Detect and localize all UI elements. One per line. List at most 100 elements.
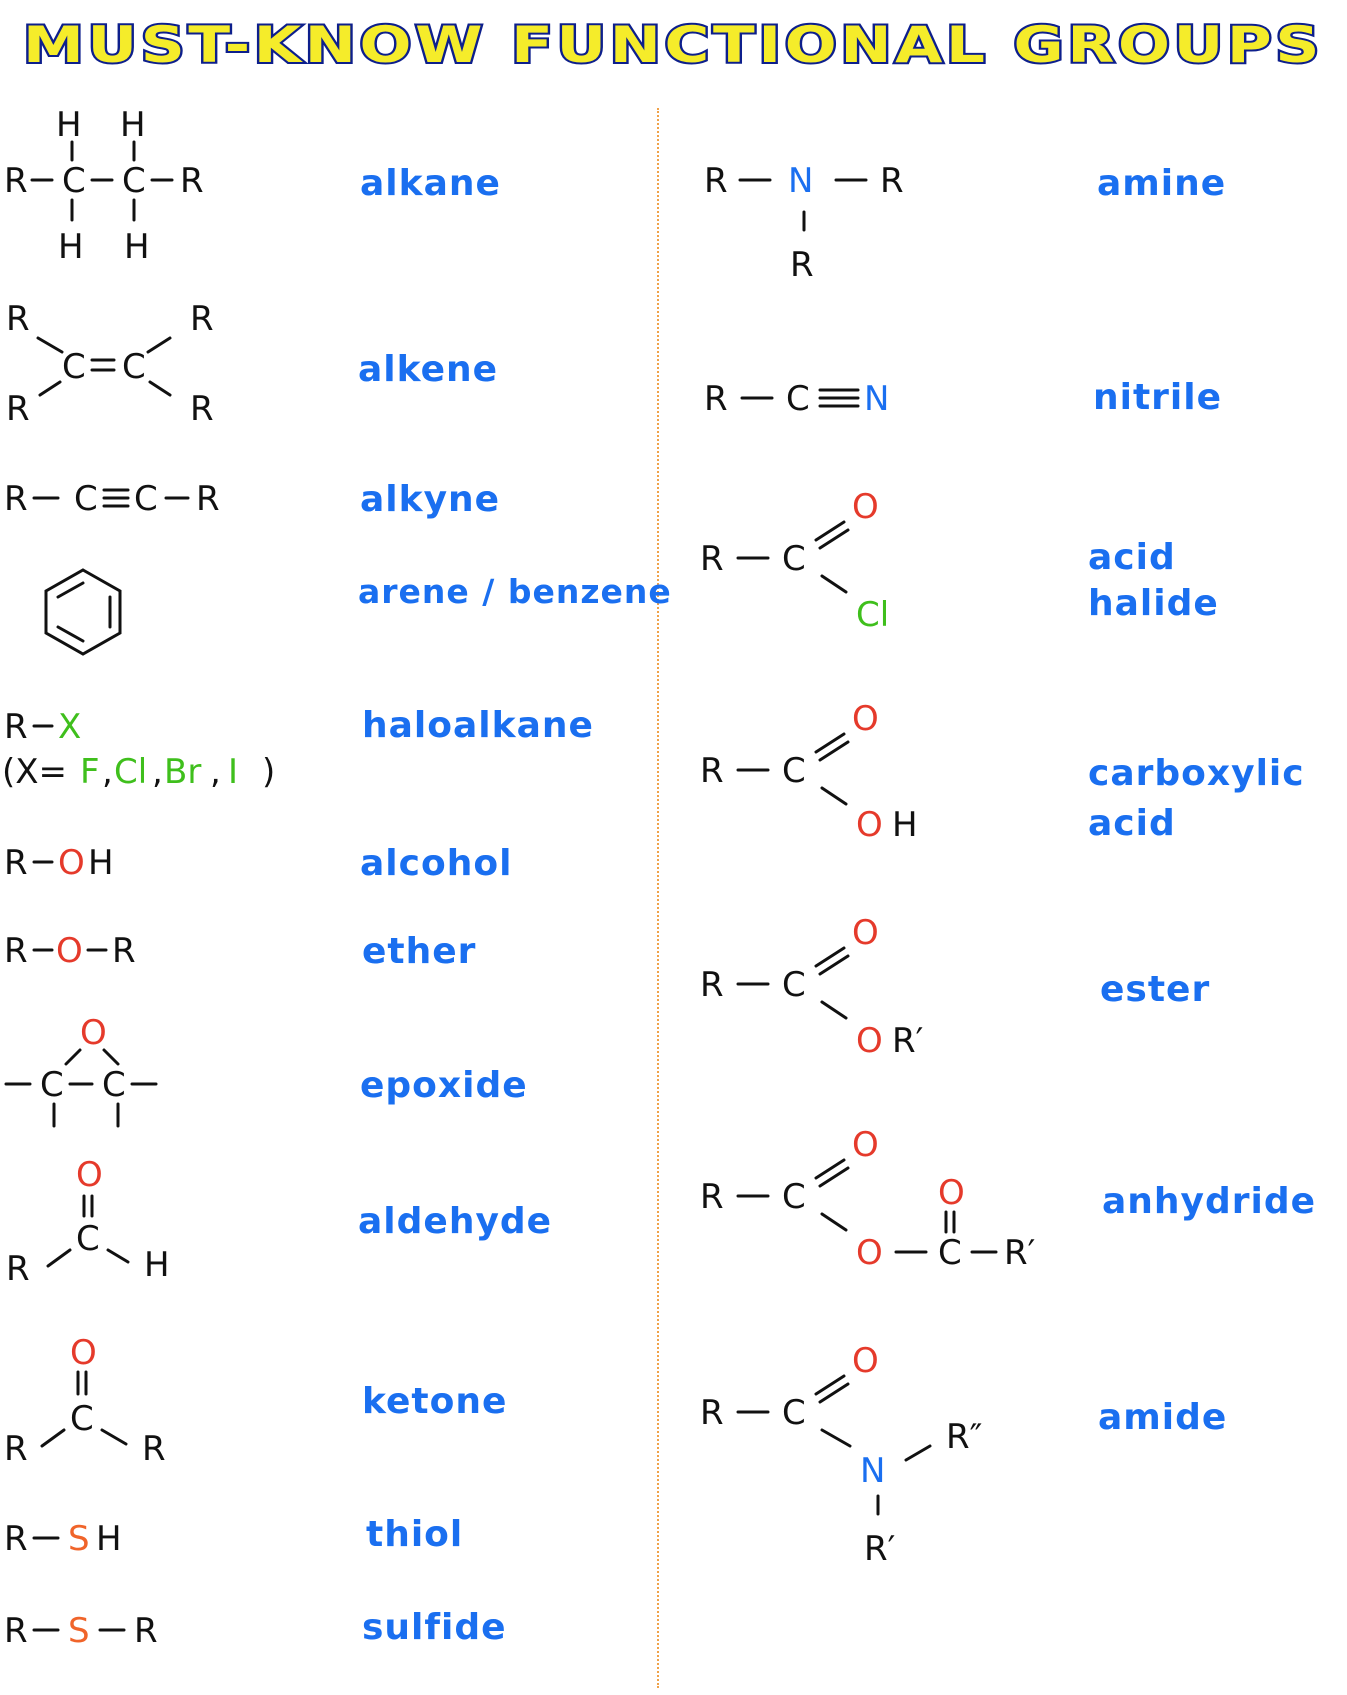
label-alkene: alkene [358, 349, 499, 390]
aldehyde-structure: O C R H [6, 1155, 170, 1289]
svg-text:O: O [856, 1021, 883, 1061]
label-sulfide: sulfide [362, 1607, 507, 1648]
svg-text:R: R [180, 161, 204, 201]
svg-text:F: F [80, 752, 100, 792]
svg-text:C: C [122, 161, 146, 201]
svg-text:R: R [700, 965, 724, 1005]
label-carboxylic-1: carboxylic [1088, 753, 1305, 794]
svg-text:C: C [782, 1393, 806, 1433]
label-amide: amide [1098, 1397, 1228, 1438]
svg-text:R: R [190, 389, 214, 429]
svg-text:C: C [62, 161, 86, 201]
svg-text:O: O [938, 1173, 965, 1213]
svg-text:O: O [76, 1155, 103, 1195]
svg-text:I: I [228, 752, 238, 792]
svg-text:C: C [74, 479, 98, 519]
svg-text:R: R [4, 931, 28, 971]
ether-structure: R O R [4, 931, 136, 971]
svg-text:R: R [880, 161, 904, 201]
svg-text:R: R [4, 479, 28, 519]
svg-text:N: N [860, 1451, 885, 1491]
svg-text:R: R [700, 1177, 724, 1217]
svg-text:R: R [134, 1611, 158, 1651]
svg-text:R′: R′ [1004, 1233, 1035, 1273]
anhydride-structure: R C O O C O R′ [700, 1125, 1035, 1273]
label-ketone: ketone [362, 1381, 508, 1422]
svg-text:R: R [6, 389, 30, 429]
svg-text:R: R [142, 1429, 166, 1469]
acid-halide-structure: R C O Cl [700, 487, 889, 635]
svg-text:R: R [190, 299, 214, 339]
svg-text:R: R [196, 479, 220, 519]
label-alcohol: alcohol [360, 843, 513, 884]
label-ester: ester [1100, 969, 1211, 1010]
svg-text:R: R [790, 245, 814, 285]
svg-text:R′: R′ [892, 1021, 923, 1061]
svg-text:N: N [788, 161, 813, 201]
svg-text:C: C [134, 479, 158, 519]
svg-text:N: N [864, 379, 889, 419]
svg-text:R: R [6, 299, 30, 339]
ketone-structure: O C R R [4, 1333, 166, 1469]
label-amine: amine [1097, 163, 1227, 204]
label-carboxylic-2: acid [1088, 803, 1176, 844]
svg-text:C: C [782, 1177, 806, 1217]
haloalkane-structure: R X (X= F , Cl , Br , I ) [2, 707, 275, 792]
svg-text:O: O [856, 805, 883, 845]
benzene-ring [44, 568, 122, 656]
svg-text:R: R [112, 931, 136, 971]
sulfide-structure: R S R [4, 1611, 158, 1651]
label-nitrile: nitrile [1093, 377, 1223, 418]
svg-text:Cl: Cl [114, 752, 147, 792]
svg-text:O: O [852, 487, 879, 527]
svg-text:R: R [4, 1429, 28, 1469]
svg-text:H: H [96, 1519, 122, 1559]
svg-text:C: C [782, 539, 806, 579]
page-title: MUST-KNOW FUNCTIONAL GROUPS [0, 0, 1347, 84]
label-arene: arene / benzene [358, 572, 672, 611]
svg-text:O: O [70, 1333, 97, 1373]
svg-text:C: C [70, 1399, 94, 1439]
svg-text:O: O [80, 1013, 107, 1053]
amine-structure: R N R R [704, 161, 904, 285]
svg-text:O: O [852, 1341, 879, 1381]
svg-text:H: H [56, 105, 82, 145]
svg-text:R: R [700, 1393, 724, 1433]
svg-text:R: R [700, 539, 724, 579]
svg-text:R: R [4, 1611, 28, 1651]
svg-text:C: C [938, 1233, 962, 1273]
svg-text:C: C [122, 347, 146, 387]
column-divider [657, 108, 659, 1688]
svg-text:C: C [102, 1065, 126, 1105]
alkane-structure: R C C R H H H H [4, 105, 204, 267]
svg-text:,: , [210, 752, 221, 792]
svg-text:R: R [704, 161, 728, 201]
svg-text:C: C [786, 379, 810, 419]
label-epoxide: epoxide [360, 1065, 528, 1106]
label-alkyne: alkyne [360, 479, 501, 520]
svg-text:S: S [68, 1611, 90, 1651]
nitrile-structure: R C N [704, 379, 889, 419]
svg-text:R: R [700, 751, 724, 791]
label-anhydride: anhydride [1102, 1181, 1317, 1222]
label-acid-halide-2: halide [1088, 583, 1219, 624]
svg-text:O: O [856, 1233, 883, 1273]
alkene-structure: R R R R C C [6, 299, 214, 429]
epoxide-structure: O C C [4, 1013, 158, 1128]
label-ether: ether [362, 931, 477, 972]
svg-text:R: R [6, 1249, 30, 1289]
svg-text:,: , [152, 752, 163, 792]
svg-text:C: C [782, 751, 806, 791]
svg-text:C: C [76, 1219, 100, 1259]
svg-text:X: X [58, 707, 81, 747]
svg-text:S: S [68, 1519, 90, 1559]
svg-text:H: H [144, 1245, 170, 1285]
svg-text:C: C [782, 965, 806, 1005]
svg-text:R: R [4, 707, 28, 747]
svg-text:C: C [40, 1065, 64, 1105]
svg-text:O: O [58, 843, 85, 883]
svg-text:R′: R′ [864, 1529, 895, 1569]
thiol-structure: R S H [4, 1519, 122, 1559]
svg-text:,: , [102, 752, 113, 792]
